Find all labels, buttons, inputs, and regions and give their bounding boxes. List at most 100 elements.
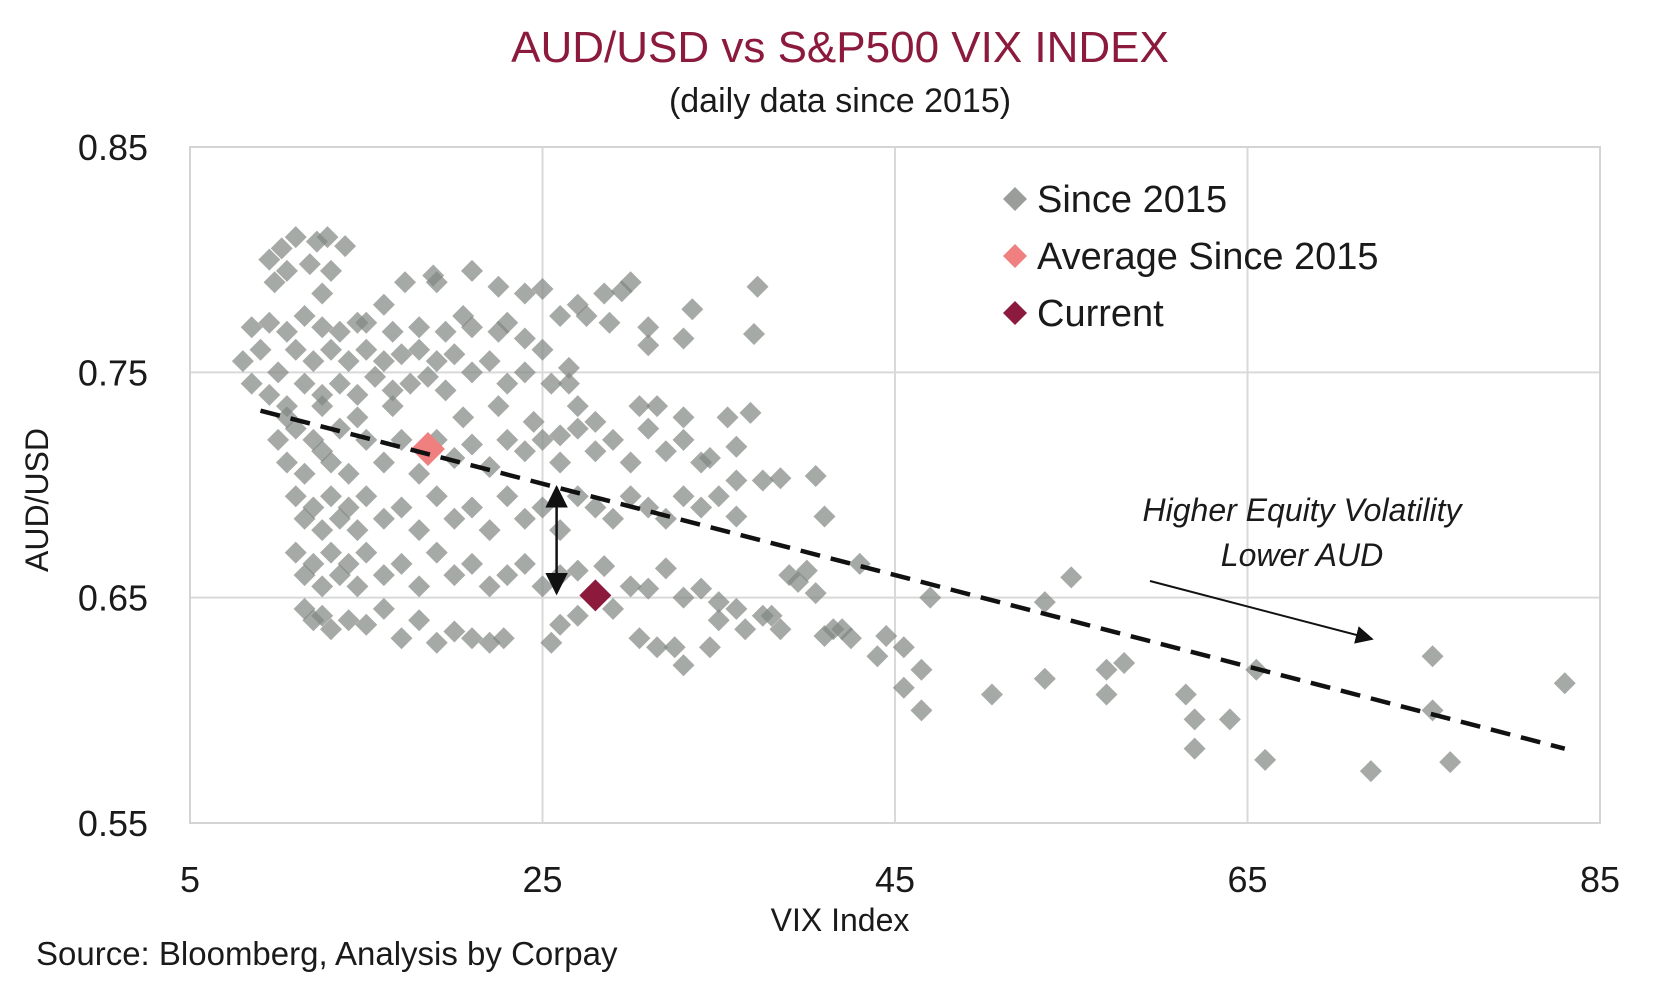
y-tick-label: 0.75 — [78, 352, 148, 393]
x-tick-label: 85 — [1580, 859, 1620, 900]
point-since-2015 — [461, 361, 483, 384]
y-axis-label: AUD/USD — [19, 428, 55, 572]
point-since-2015 — [267, 428, 290, 451]
point-since-2015 — [311, 395, 334, 418]
point-since-2015 — [892, 636, 915, 659]
point-since-2015 — [1183, 708, 1206, 731]
point-since-2015 — [892, 676, 915, 699]
point-since-2015 — [275, 451, 298, 474]
point-since-2015 — [293, 372, 316, 395]
point-since-2015 — [425, 631, 448, 654]
point-since-2015 — [320, 338, 342, 361]
point-since-2015 — [487, 320, 510, 343]
point-since-2015 — [461, 552, 483, 575]
y-axis-ticks: 0.85 0.75 0.65 0.55 — [78, 127, 148, 844]
point-since-2015 — [725, 435, 748, 458]
point-since-2015 — [813, 505, 836, 528]
point-since-2015 — [346, 575, 369, 598]
point-since-2015 — [311, 282, 334, 305]
point-since-2015 — [311, 316, 334, 339]
point-since-2015 — [302, 552, 325, 575]
point-since-2015 — [513, 282, 536, 305]
point-since-2015 — [760, 604, 783, 627]
point-since-2015 — [434, 320, 457, 343]
point-since-2015 — [716, 406, 739, 429]
point-since-2015 — [513, 507, 536, 530]
scatter-points — [231, 226, 1576, 783]
point-since-2015 — [1421, 645, 1444, 668]
point-since-2015 — [425, 541, 448, 564]
point-since-2015 — [566, 395, 589, 418]
point-since-2015 — [275, 320, 298, 343]
point-since-2015 — [769, 618, 792, 641]
point-since-2015 — [390, 428, 413, 451]
point-since-2015 — [619, 271, 642, 294]
point-since-2015 — [1033, 591, 1056, 614]
y-tick-label: 0.65 — [78, 578, 148, 619]
point-since-2015 — [566, 604, 589, 627]
point-since-2015 — [1359, 760, 1382, 783]
point-since-2015 — [416, 365, 439, 388]
point-since-2015 — [866, 645, 889, 668]
legend-label-current: Current — [1037, 293, 1164, 335]
point-since-2015 — [707, 609, 730, 632]
point-since-2015 — [320, 485, 342, 508]
point-since-2015 — [284, 338, 307, 361]
point-since-2015 — [602, 428, 624, 451]
point-since-2015 — [284, 226, 307, 249]
point-since-2015 — [839, 627, 862, 650]
point-since-2015 — [531, 277, 554, 300]
point-since-2015 — [513, 552, 536, 575]
x-tick-label: 25 — [522, 859, 562, 900]
point-since-2015 — [496, 564, 519, 587]
point-since-2015 — [461, 259, 483, 282]
point-since-2015 — [698, 636, 721, 659]
point-since-2015 — [602, 507, 624, 530]
point-since-2015 — [461, 496, 483, 519]
annotation-arrows — [545, 485, 1374, 644]
point-since-2015 — [690, 577, 713, 600]
trendline-group — [259, 408, 1566, 751]
point-since-2015 — [557, 356, 580, 379]
point-since-2015 — [258, 383, 281, 406]
point-since-2015 — [355, 485, 378, 508]
point-since-2015 — [734, 618, 757, 641]
point-since-2015 — [492, 627, 515, 650]
point-since-2015 — [425, 350, 448, 373]
point-since-2015 — [487, 275, 510, 298]
point-since-2015 — [1095, 658, 1118, 681]
point-since-2015 — [646, 636, 669, 659]
point-since-2015 — [443, 620, 466, 643]
point-since-2015 — [848, 552, 871, 575]
point-since-2015 — [390, 343, 413, 366]
point-since-2015 — [364, 365, 387, 388]
point-since-2015 — [654, 557, 677, 580]
point-since-2015 — [346, 519, 369, 542]
point-since-2015 — [672, 406, 695, 429]
point-since-2015 — [1033, 667, 1056, 690]
point-since-2015 — [320, 259, 342, 282]
point-since-2015 — [646, 395, 669, 418]
point-since-2015 — [513, 361, 536, 384]
point-since-2015 — [284, 485, 307, 508]
point-since-2015 — [1218, 708, 1241, 731]
point-since-2015 — [328, 372, 351, 395]
point-since-2015 — [584, 440, 607, 463]
x-axis-label: VIX Index — [771, 902, 910, 938]
point-since-2015 — [487, 395, 510, 418]
point-since-2015 — [690, 496, 713, 519]
point-since-2015 — [1254, 748, 1277, 771]
point-since-2015 — [1113, 652, 1136, 675]
point-since-2015 — [461, 316, 483, 339]
point-since-2015 — [1060, 566, 1083, 589]
point-current — [579, 579, 612, 612]
point-since-2015 — [619, 451, 642, 474]
point-since-2015 — [739, 401, 762, 424]
point-since-2015 — [725, 597, 748, 620]
legend-marker-average-since-2015 — [1003, 244, 1027, 268]
point-since-2015 — [320, 618, 342, 641]
point-since-2015 — [408, 609, 431, 632]
point-since-2015 — [443, 446, 466, 469]
legend-marker-current — [1003, 301, 1027, 325]
point-since-2015 — [381, 395, 404, 418]
